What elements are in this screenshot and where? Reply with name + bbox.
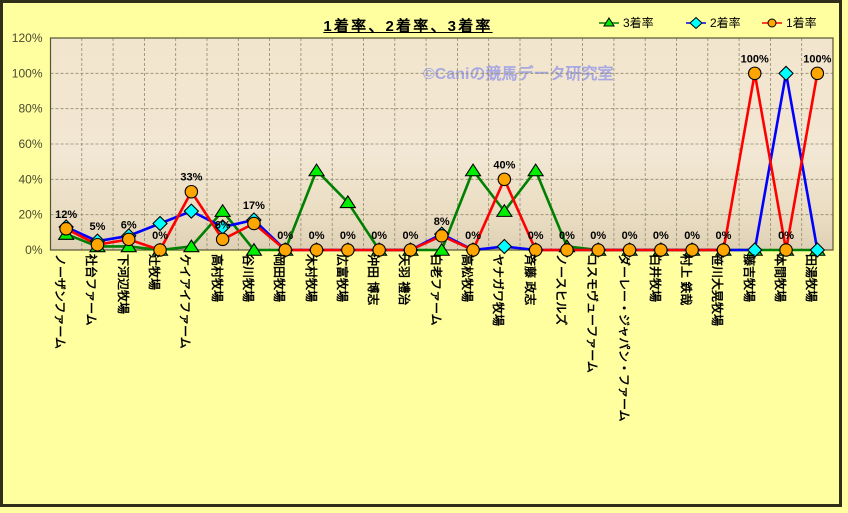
svg-text:17%: 17%: [243, 200, 265, 212]
svg-text:0%: 0%: [590, 230, 606, 242]
svg-text:12%: 12%: [55, 209, 77, 221]
svg-text:120%: 120%: [12, 31, 43, 45]
svg-text:40%: 40%: [493, 159, 515, 171]
svg-text:20%: 20%: [18, 208, 42, 222]
svg-text:40%: 40%: [18, 172, 42, 186]
svg-text:0%: 0%: [152, 230, 168, 242]
svg-text:0%: 0%: [528, 230, 544, 242]
svg-text:0%: 0%: [715, 230, 731, 242]
svg-text:33%: 33%: [180, 172, 202, 184]
svg-text:0%: 0%: [778, 230, 794, 242]
svg-text:6%: 6%: [215, 219, 231, 231]
svg-text:8%: 8%: [434, 216, 450, 228]
svg-text:100%: 100%: [12, 66, 43, 80]
svg-text:100%: 100%: [741, 53, 769, 65]
svg-text:6%: 6%: [121, 219, 137, 231]
svg-text:0%: 0%: [402, 230, 418, 242]
svg-text:0%: 0%: [653, 230, 669, 242]
svg-text:0%: 0%: [622, 230, 638, 242]
svg-text:0%: 0%: [559, 230, 575, 242]
svg-text:0%: 0%: [277, 230, 293, 242]
svg-text:0%: 0%: [465, 230, 481, 242]
svg-text:80%: 80%: [18, 102, 42, 116]
svg-text:0%: 0%: [684, 230, 700, 242]
svg-text:5%: 5%: [89, 221, 105, 233]
svg-text:100%: 100%: [803, 53, 831, 65]
svg-text:60%: 60%: [18, 137, 42, 151]
svg-text:0%: 0%: [309, 230, 325, 242]
svg-text:0%: 0%: [25, 243, 43, 257]
svg-text:0%: 0%: [340, 230, 356, 242]
svg-text:0%: 0%: [371, 230, 387, 242]
